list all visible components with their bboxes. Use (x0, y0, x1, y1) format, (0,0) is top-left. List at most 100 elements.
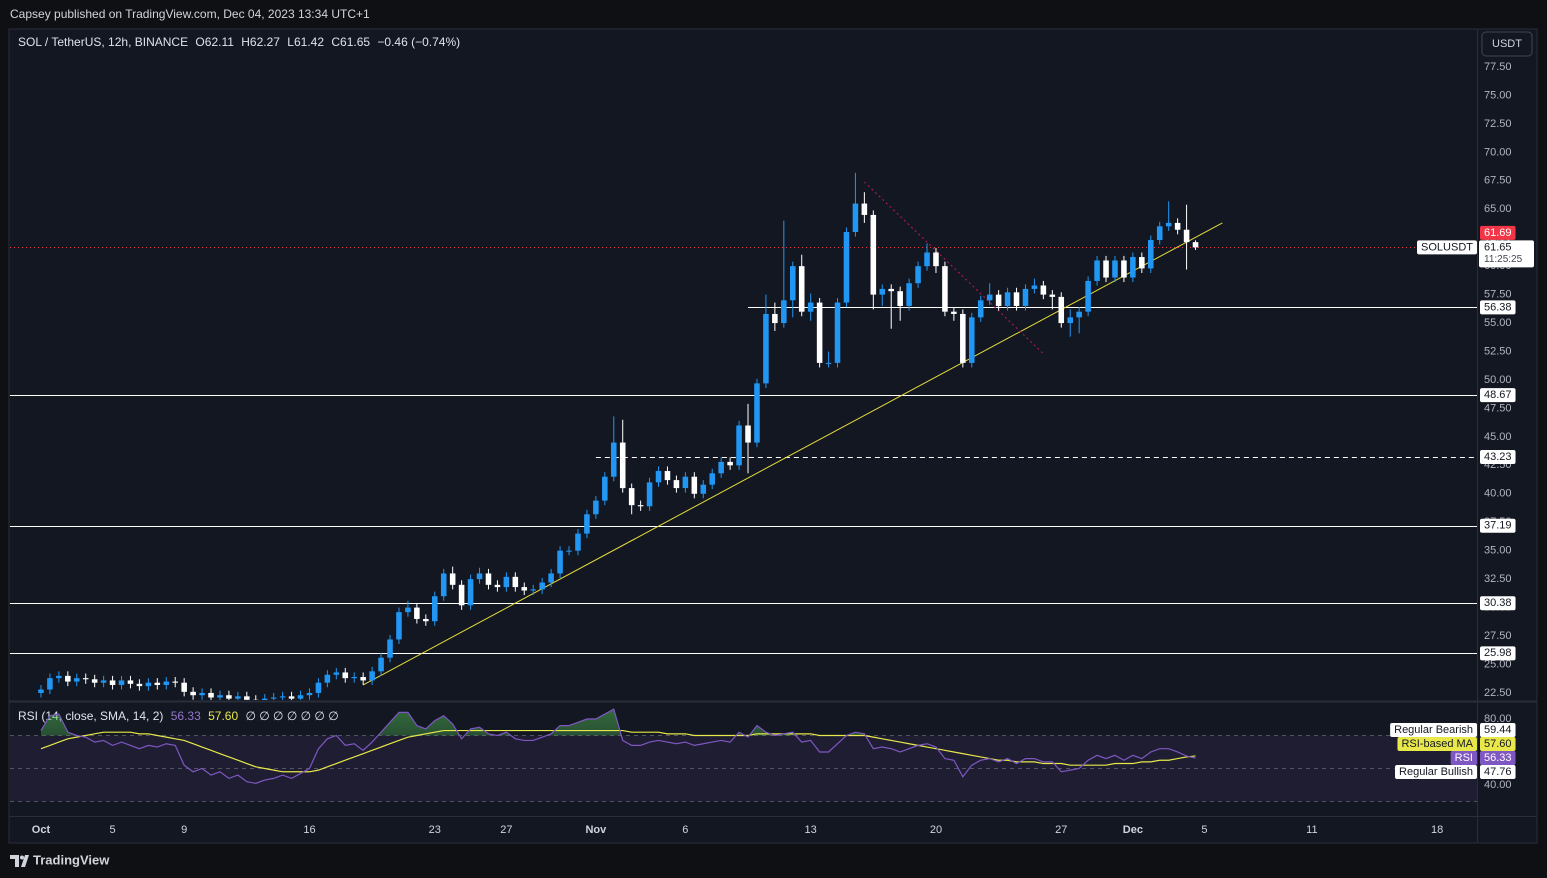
candle-body (584, 514, 590, 534)
currency-button-box[interactable] (1481, 31, 1533, 57)
level-label-group: 56.38 (1480, 300, 1516, 315)
level-label: 43.23 (1484, 451, 1512, 463)
x-tick-label: 18 (1431, 824, 1443, 836)
rsi-name-label-box (1397, 737, 1477, 751)
candle-body (628, 488, 635, 506)
candle-body (145, 682, 152, 687)
level-label-group: 30.38 (1480, 596, 1516, 611)
y-tick-label: 47.50 (1484, 402, 1512, 414)
y-tick-label: 50.00 (1484, 374, 1512, 386)
candle-body (440, 573, 447, 597)
price-mark-label: 61.69 (1484, 227, 1512, 239)
y-tick-label: 27.50 (1484, 630, 1512, 642)
y-tick-label: 55.00 (1484, 317, 1512, 329)
y-tick-label: 32.50 (1484, 573, 1512, 585)
level-label-box (1480, 646, 1516, 661)
candle-body (646, 482, 653, 507)
candle-body (414, 607, 420, 619)
currency-button[interactable]: USDT (1481, 31, 1533, 57)
rsi-value-label-group: 57.60 (1480, 737, 1516, 751)
candle-body (682, 476, 689, 489)
level-label-group: 48.67 (1480, 388, 1516, 403)
candle-body (288, 696, 295, 699)
rsi-name-label-group: Regular Bullish (1395, 765, 1477, 779)
candle-body (82, 678, 89, 680)
x-tick-label: 16 (303, 824, 315, 836)
level-label-box (1480, 596, 1516, 611)
candle-body (333, 672, 340, 675)
candle-body (1049, 294, 1056, 297)
rsi-tick-label: 80.00 (1484, 713, 1512, 725)
candle-body (825, 362, 832, 364)
placeholders: ∅ ∅ ∅ ∅ ∅ ∅ ∅ (245, 709, 338, 723)
level-label-group: 43.23 (1480, 450, 1516, 465)
ohlc-letter: H (241, 35, 250, 49)
candle-body (807, 302, 814, 312)
candle-body (1139, 257, 1145, 269)
candle-body (736, 425, 742, 466)
candle-body (467, 579, 474, 606)
candle-body (960, 313, 966, 363)
candle-body (181, 682, 187, 692)
price-mark-label-box (1480, 225, 1516, 240)
candle-body (995, 294, 1002, 306)
ohlc-letter: O (195, 35, 204, 49)
y-tick-label: 75.00 (1484, 89, 1512, 101)
brand-name[interactable]: TradingView (33, 852, 110, 867)
candle-body (798, 266, 805, 312)
y-tick-label: 52.50 (1484, 345, 1512, 357)
candle-body (1013, 292, 1020, 306)
x-tick-label: 5 (1201, 824, 1207, 836)
candle-body (673, 480, 680, 489)
candle-body (718, 461, 724, 474)
candle-body (154, 682, 161, 685)
candle-body (449, 573, 456, 585)
rsi-name-label: RSI (1455, 752, 1473, 764)
candle-body (593, 500, 599, 515)
rsi-value: 56.33 (171, 709, 201, 723)
y-tick-label: 70.00 (1484, 146, 1512, 158)
candle-body (324, 674, 331, 683)
level-label: 25.98 (1484, 647, 1512, 659)
candle-body (879, 288, 886, 295)
x-tick-label: 6 (682, 824, 688, 836)
rsi-axis: 80.00 40.00 (1484, 713, 1512, 791)
candle-body (933, 252, 939, 267)
brand[interactable]: TradingView (10, 852, 110, 867)
level-label: 37.19 (1484, 520, 1512, 532)
symbol-legend: SOL / TetherUS, 12h, BINANCE O62.11 H62.… (18, 35, 460, 49)
rsi-value-label-box (1480, 751, 1516, 765)
ohlc-letter: L (287, 35, 294, 49)
candle-body (65, 675, 71, 682)
brand-logo[interactable] (10, 855, 29, 867)
candle-body (548, 573, 554, 583)
y-tick-label: 77.50 (1484, 61, 1512, 73)
rsi-pane (10, 708, 1477, 802)
rsi-name-label-box (1395, 765, 1477, 779)
candle-body (843, 232, 850, 303)
ohlc-value: 61.65 (340, 35, 370, 49)
candle-body (118, 680, 125, 685)
candle-body (1058, 296, 1065, 324)
candle-body (226, 695, 232, 699)
candle-body (38, 689, 44, 693)
candle-body (306, 692, 313, 696)
currency-label[interactable]: USDT (1492, 38, 1522, 50)
candle-body (1022, 288, 1029, 306)
candle-body (503, 576, 510, 588)
candle-body (727, 461, 733, 466)
x-tick-label: 20 (930, 824, 942, 836)
price-mark-label-group: 61.69 (1480, 225, 1516, 240)
level-label-box (1480, 300, 1516, 315)
brand-logo-dot[interactable] (20, 855, 24, 860)
candle-body (986, 294, 993, 301)
level-label-group: 37.19 (1480, 518, 1516, 533)
candle-body (1031, 285, 1038, 289)
y-tick-label: 45.00 (1484, 431, 1512, 443)
candle-body (208, 692, 214, 698)
candle-body (1147, 239, 1154, 269)
y-tick-label: 40.00 (1484, 488, 1512, 500)
last-price-box (1479, 240, 1534, 268)
